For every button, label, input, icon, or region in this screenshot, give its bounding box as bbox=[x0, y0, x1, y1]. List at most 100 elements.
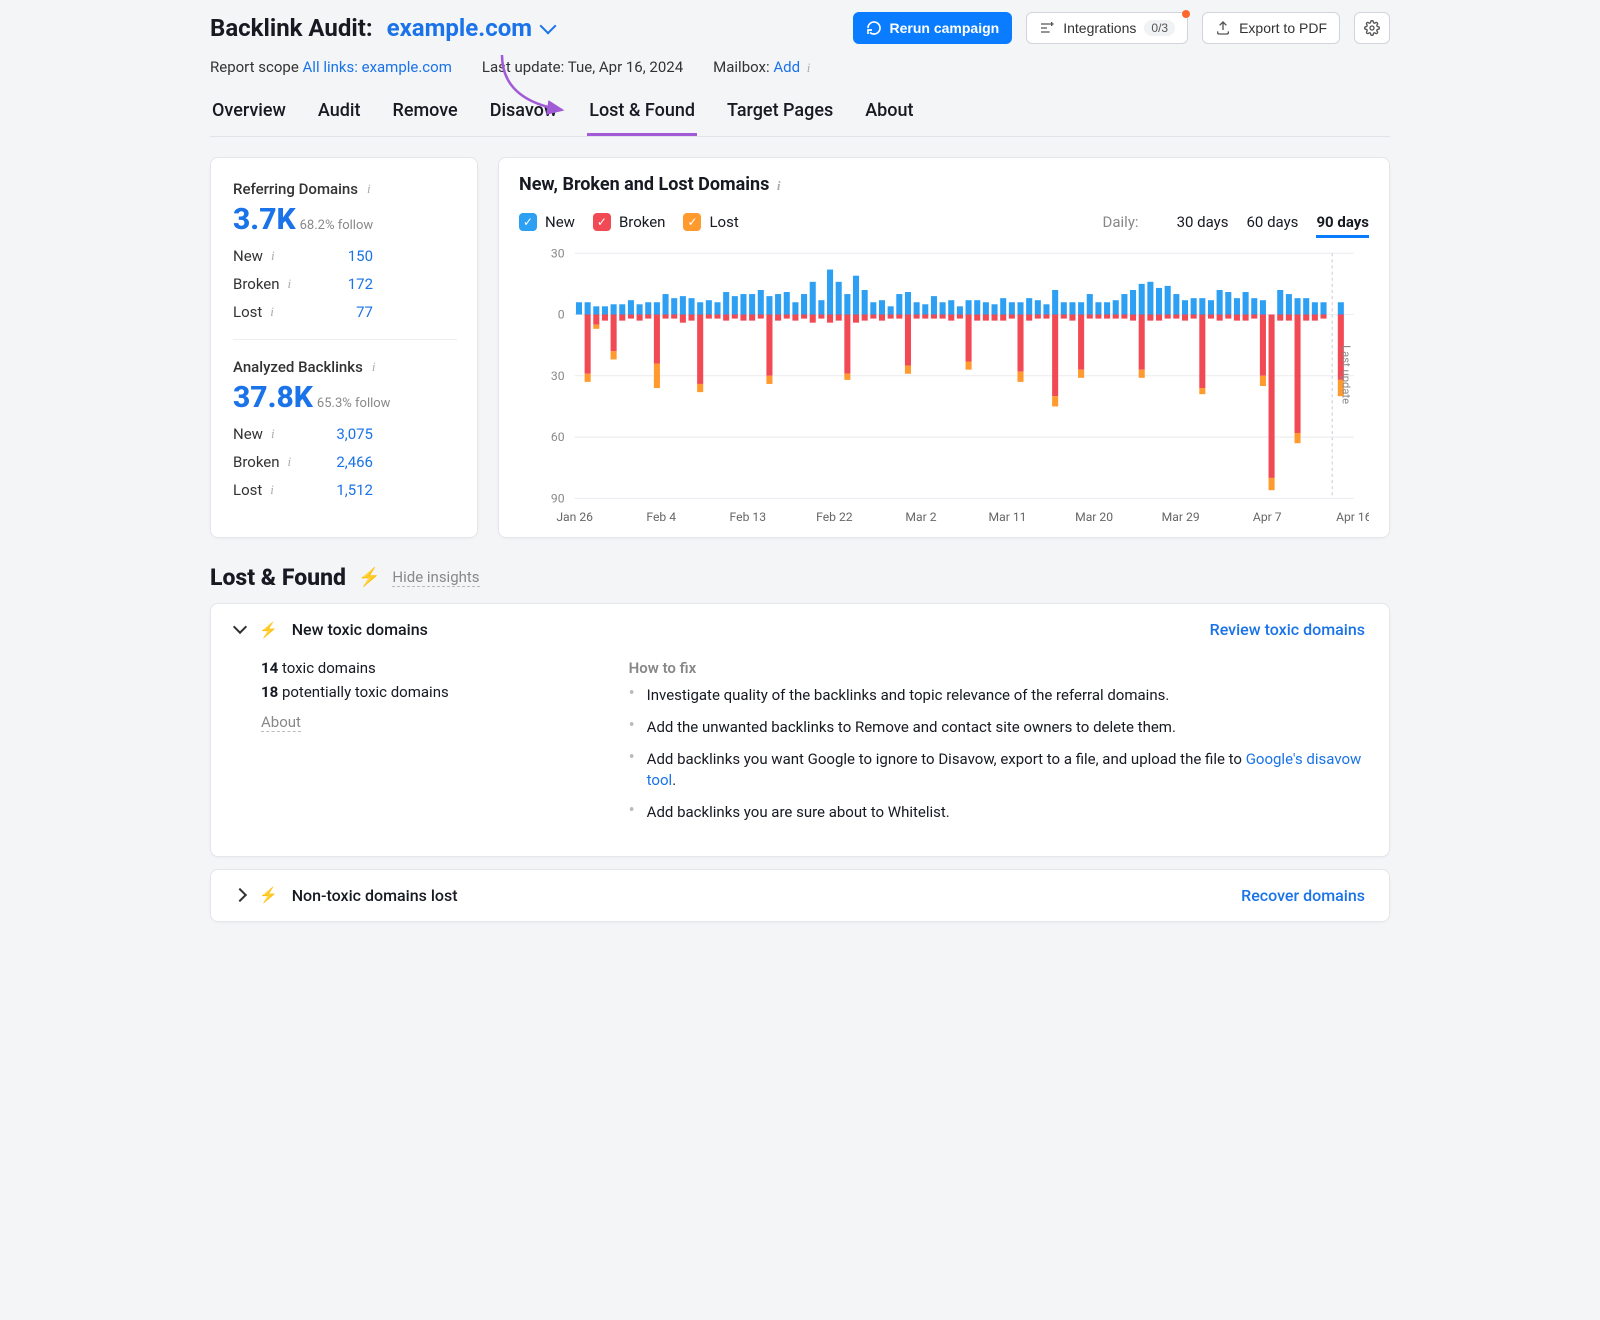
legend-lost[interactable]: ✓Lost bbox=[683, 213, 738, 231]
svg-text:Apr 16: Apr 16 bbox=[1336, 510, 1369, 524]
svg-text:Apr 7: Apr 7 bbox=[1253, 510, 1282, 524]
nav-tabs: Overview Audit Remove Disavow Lost & Found Ta… bbox=[210, 100, 1390, 137]
settings-button[interactable] bbox=[1354, 12, 1390, 44]
how-to-fix-list: Investigate quality of the backlinks and… bbox=[629, 685, 1365, 824]
tab-about[interactable]: About bbox=[863, 100, 915, 136]
potentially-toxic-label: potentially toxic domains bbox=[282, 683, 449, 701]
chevron-right-icon bbox=[233, 888, 247, 902]
insight-non-toxic-lost: ⚡ Non-toxic domains lost Recover domains bbox=[210, 869, 1390, 922]
tab-audit[interactable]: Audit bbox=[316, 100, 363, 136]
info-icon[interactable]: i bbox=[270, 304, 274, 320]
stat-row-lost[interactable]: Lost i1,512 bbox=[233, 481, 457, 499]
about-link[interactable]: About bbox=[261, 713, 301, 732]
notification-dot bbox=[1182, 10, 1190, 18]
svg-text:0: 0 bbox=[558, 308, 565, 322]
integrations-label: Integrations bbox=[1063, 20, 1136, 36]
howto-item: Add the unwanted backlinks to Remove and… bbox=[629, 717, 1365, 739]
info-icon[interactable]: i bbox=[367, 181, 371, 197]
bolt-icon: ⚡ bbox=[259, 621, 278, 639]
svg-text:Feb 4: Feb 4 bbox=[646, 510, 676, 524]
referring-domains-value[interactable]: 3.7K68.2% follow bbox=[233, 202, 457, 237]
howto-item: Add backlinks you want Google to ignore … bbox=[629, 749, 1365, 793]
insight-header[interactable]: ⚡ New toxic domains Review toxic domains bbox=[211, 604, 1389, 655]
period-option[interactable]: 30 days bbox=[1177, 213, 1229, 235]
info-icon[interactable]: i bbox=[271, 426, 275, 442]
info-icon[interactable]: i bbox=[777, 178, 781, 193]
lost-found-heading: Lost & Found bbox=[210, 564, 346, 591]
svg-text:30: 30 bbox=[551, 369, 565, 383]
analyzed-backlinks-title: Analyzed Backlinksi bbox=[233, 358, 457, 376]
info-icon[interactable]: i bbox=[372, 359, 376, 375]
svg-text:60: 60 bbox=[551, 430, 565, 444]
rerun-campaign-button[interactable]: Rerun campaign bbox=[853, 12, 1013, 44]
integrations-button[interactable]: Integrations 0/3 bbox=[1026, 12, 1188, 44]
info-icon[interactable]: i bbox=[288, 276, 292, 292]
howto-item: Investigate quality of the backlinks and… bbox=[629, 685, 1365, 707]
info-icon[interactable]: i bbox=[807, 60, 811, 75]
svg-text:Feb 22: Feb 22 bbox=[816, 510, 853, 524]
svg-text:Jan 26: Jan 26 bbox=[556, 510, 593, 524]
analyzed-backlinks-value[interactable]: 37.8K65.3% follow bbox=[233, 380, 457, 415]
insight-title: Non-toxic domains lost bbox=[292, 886, 458, 905]
scope-domain-link[interactable]: example.com bbox=[362, 58, 452, 76]
integrations-icon bbox=[1039, 20, 1055, 36]
export-label: Export to PDF bbox=[1239, 20, 1327, 36]
scope-all-links[interactable]: All links: bbox=[303, 58, 358, 76]
stat-row-broken[interactable]: Broken i2,466 bbox=[233, 453, 457, 471]
legend-broken[interactable]: ✓Broken bbox=[593, 213, 666, 231]
last-update-label: Last update: bbox=[482, 58, 564, 76]
svg-text:Mar 20: Mar 20 bbox=[1075, 510, 1113, 524]
tab-overview[interactable]: Overview bbox=[210, 100, 288, 136]
mailbox-add-link[interactable]: Add bbox=[773, 58, 800, 76]
info-icon[interactable]: i bbox=[270, 482, 274, 498]
svg-text:Last update: Last update bbox=[1339, 345, 1352, 404]
svg-text:Mar 2: Mar 2 bbox=[905, 510, 936, 524]
tab-remove[interactable]: Remove bbox=[390, 100, 459, 136]
svg-text:30: 30 bbox=[551, 246, 565, 260]
chevron-down-icon bbox=[233, 620, 247, 634]
domain-name: example.com bbox=[387, 14, 532, 42]
period-option[interactable]: 60 days bbox=[1247, 213, 1299, 235]
legend-new[interactable]: ✓New bbox=[519, 213, 575, 231]
period-option[interactable]: 90 days bbox=[1316, 213, 1369, 238]
potentially-toxic-count: 18 bbox=[261, 683, 278, 701]
tab-lost-found[interactable]: Lost & Found bbox=[587, 100, 697, 136]
chart-title: New, Broken and Lost Domains bbox=[519, 174, 769, 195]
toxic-label: toxic domains bbox=[282, 659, 376, 677]
stat-row-new[interactable]: New i3,075 bbox=[233, 425, 457, 443]
gear-icon bbox=[1364, 20, 1380, 36]
info-icon[interactable]: i bbox=[271, 248, 275, 264]
stat-row-lost[interactable]: Lost i77 bbox=[233, 303, 457, 321]
tab-target-pages[interactable]: Target Pages bbox=[725, 100, 835, 136]
review-toxic-domains-link[interactable]: Review toxic domains bbox=[1210, 620, 1365, 639]
domains-chart-card: New, Broken and Lost Domains i ✓New ✓Bro… bbox=[498, 157, 1390, 538]
integrations-count-badge: 0/3 bbox=[1144, 20, 1175, 36]
recover-domains-link[interactable]: Recover domains bbox=[1241, 886, 1365, 905]
howto-item: Add backlinks you are sure about to Whit… bbox=[629, 802, 1365, 824]
hide-insights-link[interactable]: Hide insights bbox=[392, 568, 479, 587]
insight-header[interactable]: ⚡ Non-toxic domains lost Recover domains bbox=[211, 870, 1389, 921]
last-update-value: Tue, Apr 16, 2024 bbox=[568, 58, 683, 76]
stat-row-broken[interactable]: Broken i172 bbox=[233, 275, 457, 293]
bolt-icon: ⚡ bbox=[259, 886, 278, 904]
tab-disavow[interactable]: Disavow bbox=[488, 100, 560, 136]
stat-row-new[interactable]: New i150 bbox=[233, 247, 457, 265]
export-icon bbox=[1215, 20, 1231, 36]
disavow-tool-link[interactable]: Google's disavow tool bbox=[647, 750, 1362, 790]
chevron-down-icon bbox=[540, 18, 557, 35]
export-pdf-button[interactable]: Export to PDF bbox=[1202, 12, 1340, 44]
report-meta-row: Report scope All links: example.com Last… bbox=[210, 58, 1390, 76]
rerun-label: Rerun campaign bbox=[890, 20, 1000, 36]
domain-selector[interactable]: example.com bbox=[387, 14, 554, 42]
svg-text:Mar 11: Mar 11 bbox=[989, 510, 1027, 524]
page-title: Backlink Audit: bbox=[210, 14, 373, 42]
summary-sidebar: Referring Domainsi 3.7K68.2% follow New … bbox=[210, 157, 478, 538]
toxic-count: 14 bbox=[261, 659, 278, 677]
svg-text:Feb 13: Feb 13 bbox=[730, 510, 767, 524]
info-icon[interactable]: i bbox=[288, 454, 292, 470]
insight-title: New toxic domains bbox=[292, 620, 428, 639]
refresh-icon bbox=[866, 20, 882, 36]
how-to-fix-title: How to fix bbox=[629, 659, 1365, 677]
period-label: Daily: bbox=[1103, 213, 1139, 231]
mailbox-label: Mailbox: bbox=[713, 58, 769, 76]
